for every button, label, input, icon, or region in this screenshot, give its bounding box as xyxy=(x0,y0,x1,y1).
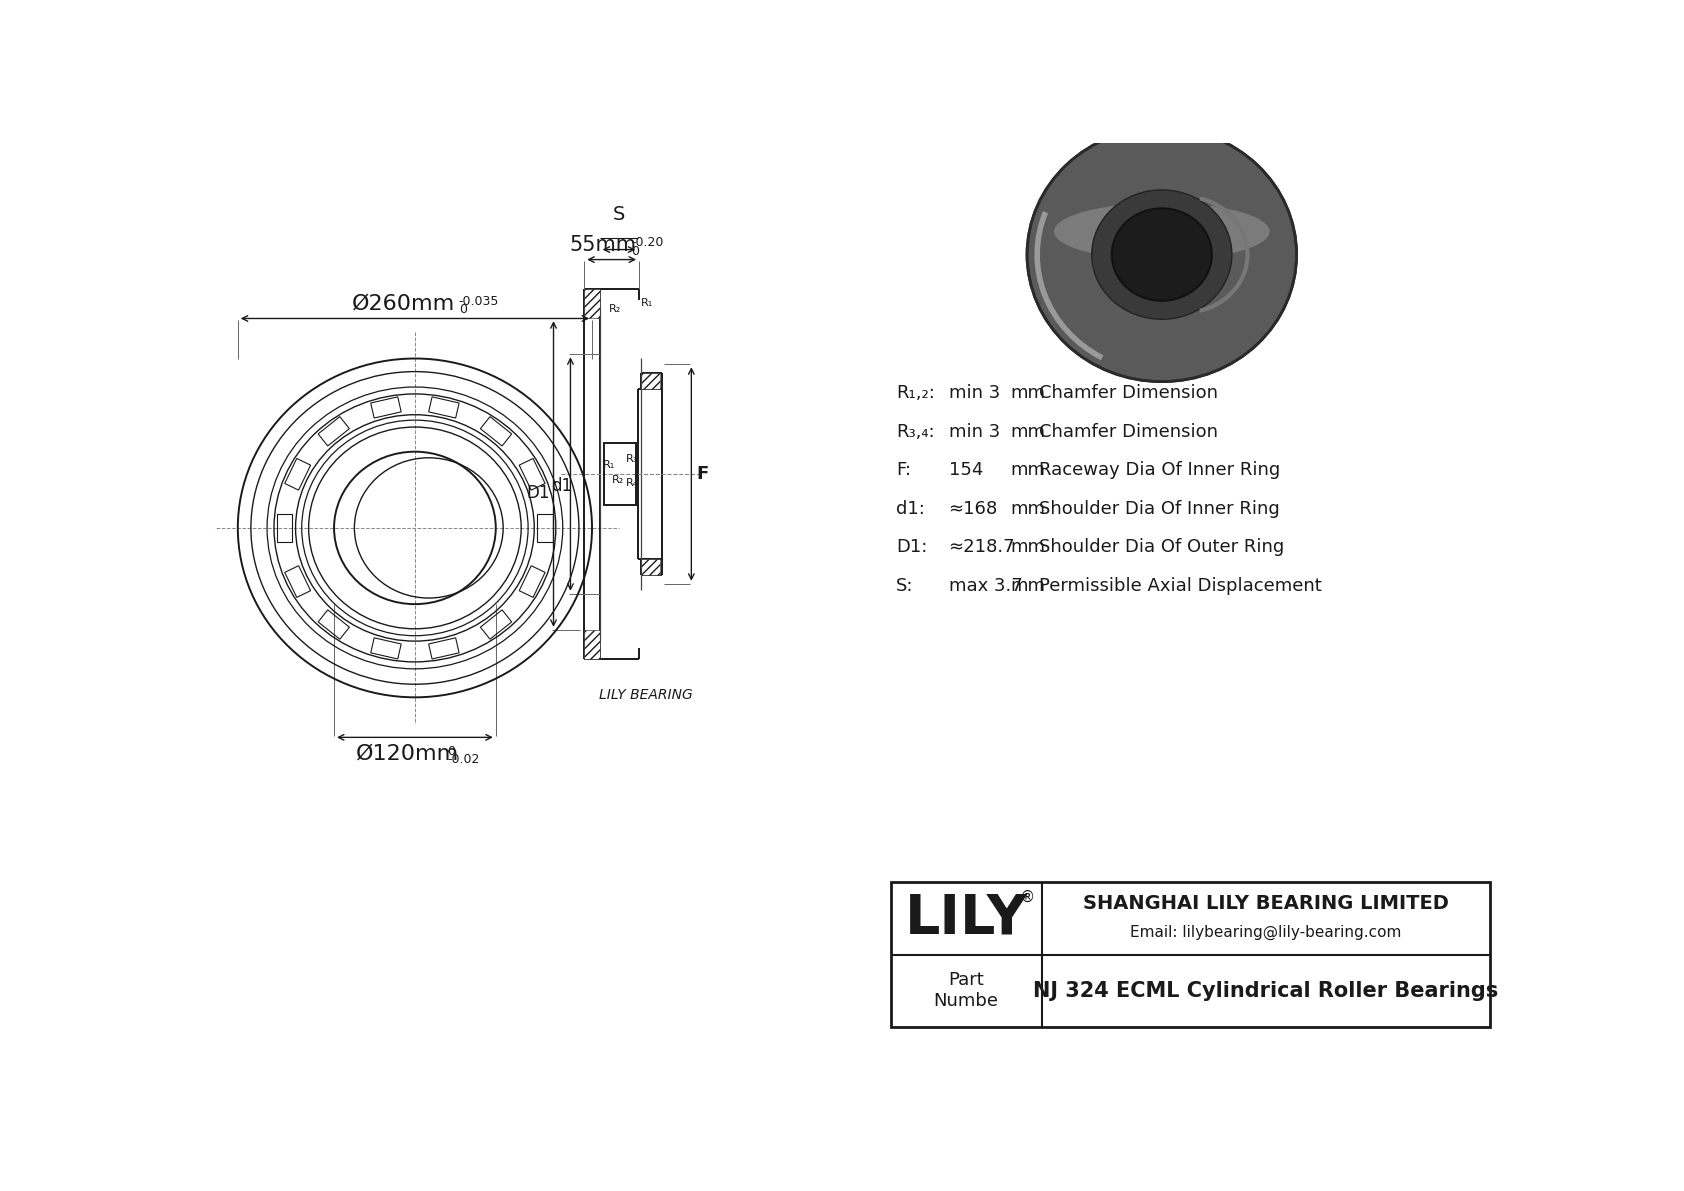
Bar xyxy=(480,610,512,640)
Text: R₃: R₃ xyxy=(626,454,638,463)
Text: S:: S: xyxy=(896,576,914,594)
Text: 0: 0 xyxy=(458,304,466,316)
Text: mm: mm xyxy=(1010,538,1046,556)
Text: S: S xyxy=(613,205,625,224)
Bar xyxy=(370,638,401,659)
Text: SHANGHAI LILY BEARING LIMITED: SHANGHAI LILY BEARING LIMITED xyxy=(1083,894,1448,913)
Text: R₁,₂:: R₁,₂: xyxy=(896,385,935,403)
Bar xyxy=(370,397,401,418)
Text: mm: mm xyxy=(1010,385,1046,403)
Bar xyxy=(285,566,310,598)
Text: 154: 154 xyxy=(948,461,983,479)
Text: NJ 324 ECML Cylindrical Roller Bearings: NJ 324 ECML Cylindrical Roller Bearings xyxy=(1034,980,1499,1000)
Bar xyxy=(429,397,460,418)
Text: -0.02: -0.02 xyxy=(448,753,480,766)
Bar xyxy=(480,417,512,445)
Text: R₃,₄:: R₃,₄: xyxy=(896,423,935,441)
Text: D1:: D1: xyxy=(896,538,928,556)
Bar xyxy=(605,443,637,505)
Bar xyxy=(285,459,310,491)
Text: R₄: R₄ xyxy=(626,479,638,488)
Text: Chamfer Dimension: Chamfer Dimension xyxy=(1039,423,1218,441)
Bar xyxy=(519,566,546,598)
Text: 0: 0 xyxy=(448,746,455,757)
Text: mm: mm xyxy=(1010,576,1046,594)
Ellipse shape xyxy=(1054,202,1270,260)
Bar xyxy=(278,515,293,542)
Text: -0.035: -0.035 xyxy=(458,294,498,307)
Text: -0.20: -0.20 xyxy=(632,236,663,249)
Text: Chamfer Dimension: Chamfer Dimension xyxy=(1039,385,1218,403)
Text: d1:: d1: xyxy=(896,500,925,518)
Text: mm: mm xyxy=(1010,461,1046,479)
Text: min 3: min 3 xyxy=(948,423,1000,441)
Text: Ø120mm: Ø120mm xyxy=(355,743,458,763)
Bar xyxy=(640,373,660,388)
Text: mm: mm xyxy=(1010,500,1046,518)
Text: R₁: R₁ xyxy=(640,298,653,308)
Bar xyxy=(584,289,600,318)
Text: 55mm: 55mm xyxy=(569,235,637,255)
Text: Permissible Axial Displacement: Permissible Axial Displacement xyxy=(1039,576,1322,594)
Text: ®: ® xyxy=(1021,890,1036,905)
Text: 0: 0 xyxy=(632,245,638,258)
Bar xyxy=(584,630,600,659)
Bar xyxy=(891,883,1490,1027)
Ellipse shape xyxy=(1111,208,1212,301)
Text: Shoulder Dia Of Outer Ring: Shoulder Dia Of Outer Ring xyxy=(1039,538,1283,556)
Bar xyxy=(318,417,349,445)
Text: R₂: R₂ xyxy=(610,304,621,314)
Text: Part
Numbe: Part Numbe xyxy=(933,972,999,1010)
Text: ≈218.7: ≈218.7 xyxy=(948,538,1015,556)
Text: d1: d1 xyxy=(551,476,573,494)
Text: LILY: LILY xyxy=(904,891,1027,946)
Bar xyxy=(537,515,552,542)
Text: R₂: R₂ xyxy=(611,475,625,485)
Text: F: F xyxy=(695,464,709,484)
Text: mm: mm xyxy=(1010,423,1046,441)
Text: Ø260mm: Ø260mm xyxy=(352,294,455,314)
Bar xyxy=(429,638,460,659)
Text: LILY BEARING: LILY BEARING xyxy=(600,688,692,703)
Bar xyxy=(640,560,660,575)
Ellipse shape xyxy=(1027,127,1297,381)
Bar xyxy=(519,459,546,491)
Ellipse shape xyxy=(1091,189,1233,319)
Text: R₁: R₁ xyxy=(603,460,615,469)
Text: Email: lilybearing@lily-bearing.com: Email: lilybearing@lily-bearing.com xyxy=(1130,924,1401,940)
Text: F:: F: xyxy=(896,461,911,479)
Text: ≈168: ≈168 xyxy=(948,500,997,518)
Text: Shoulder Dia Of Inner Ring: Shoulder Dia Of Inner Ring xyxy=(1039,500,1280,518)
Text: min 3: min 3 xyxy=(948,385,1000,403)
Text: D1: D1 xyxy=(525,485,549,503)
Bar xyxy=(318,610,349,640)
Text: Raceway Dia Of Inner Ring: Raceway Dia Of Inner Ring xyxy=(1039,461,1280,479)
Text: max 3.7: max 3.7 xyxy=(948,576,1022,594)
